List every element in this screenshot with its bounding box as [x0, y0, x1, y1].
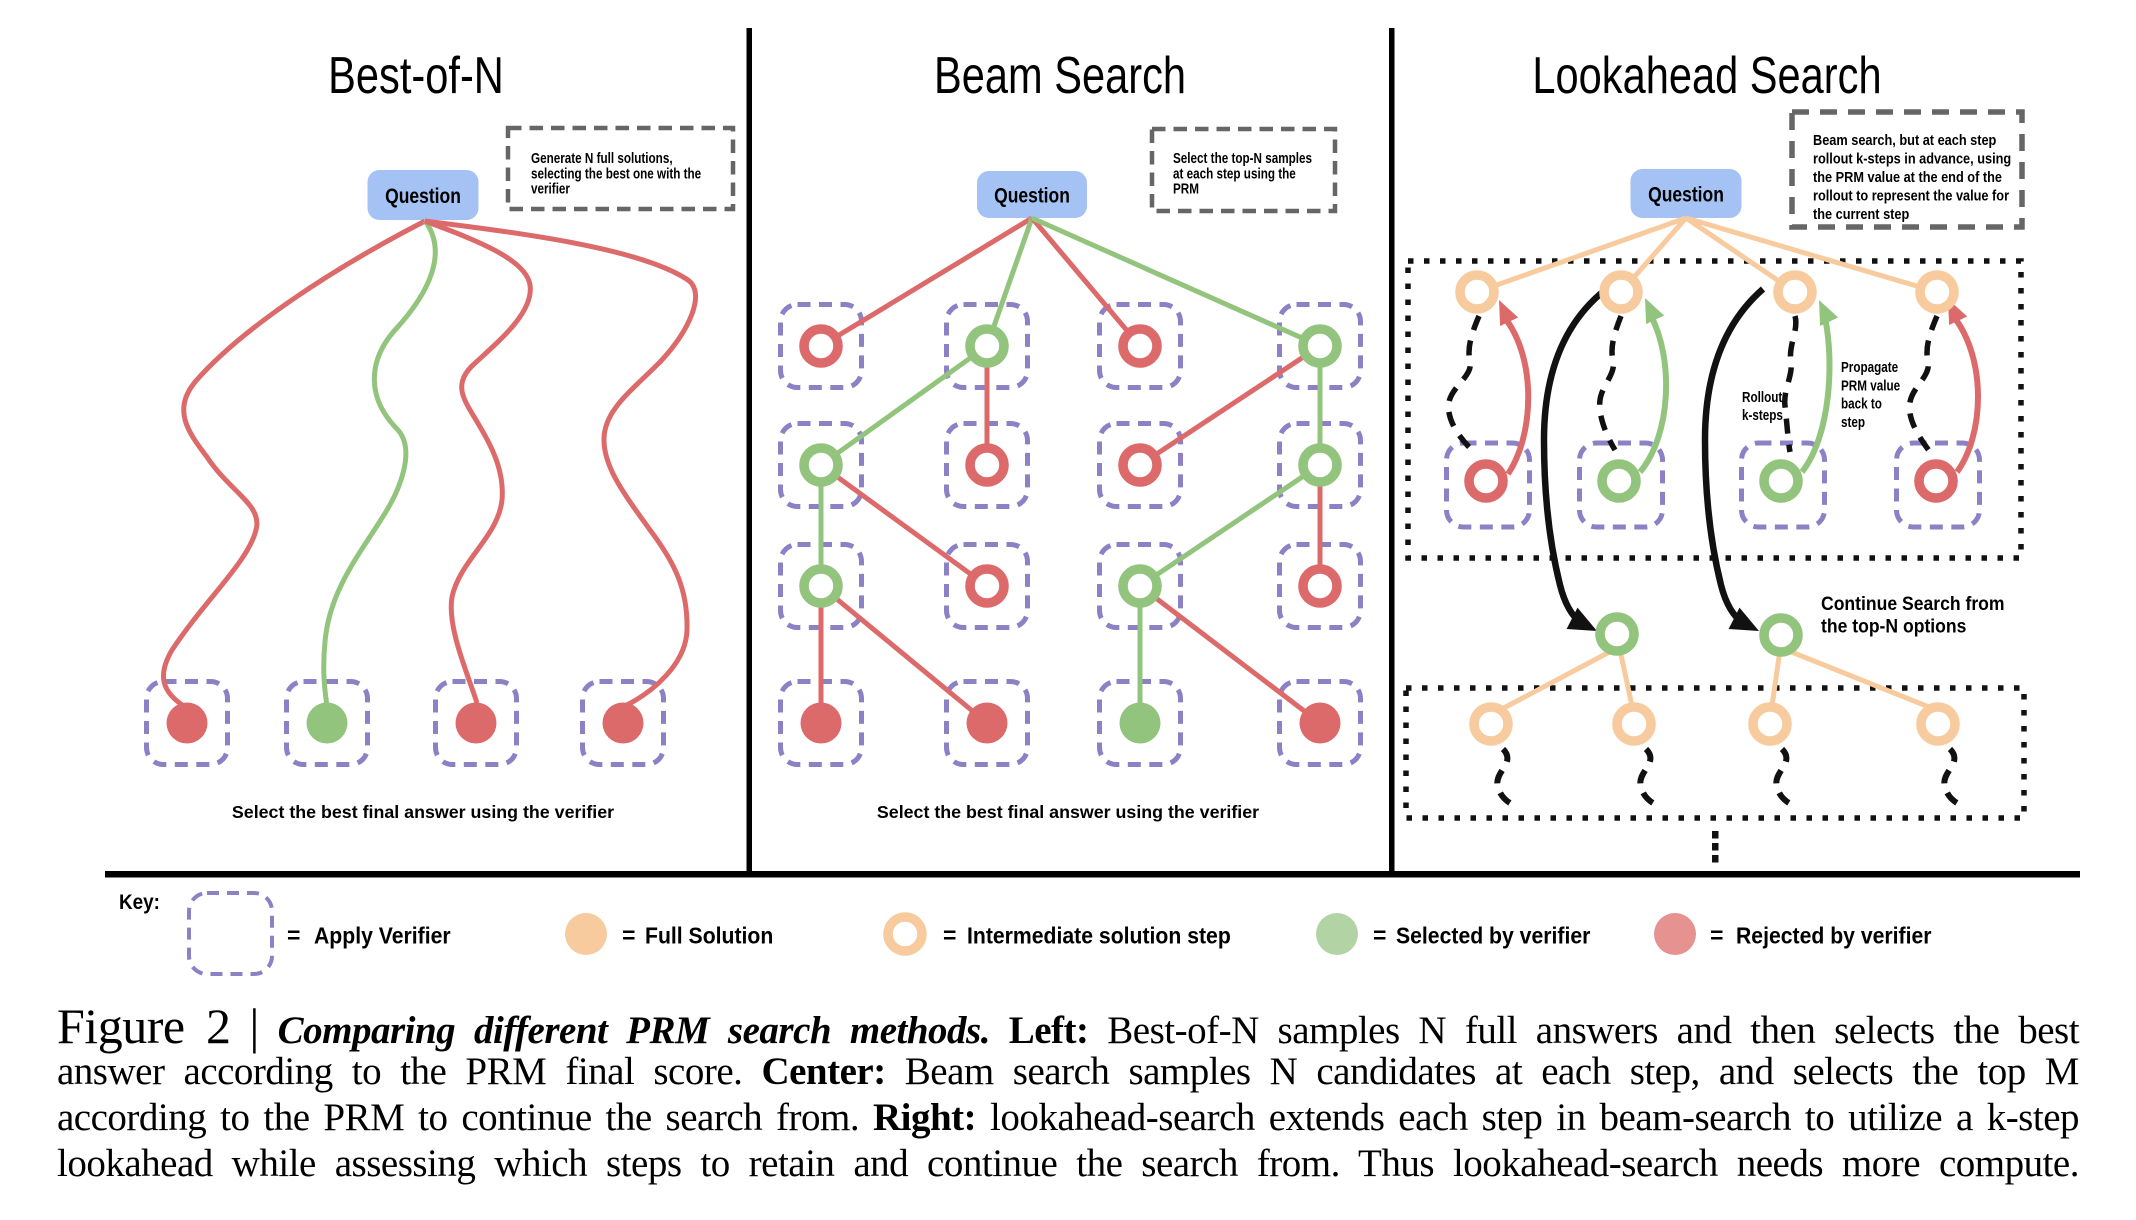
svg-text:rollout k-steps in advance, us: rollout k-steps in advance, using — [1813, 149, 2011, 166]
svg-text:rollout to represent the value: rollout to represent the value for — [1813, 186, 2010, 203]
svg-text:Question: Question — [1648, 183, 1724, 207]
svg-text:=: = — [1373, 922, 1386, 948]
svg-text:selecting the best one with th: selecting the best one with the — [531, 165, 702, 182]
svg-text:Full Solution: Full Solution — [645, 923, 773, 949]
svg-text:k-steps: k-steps — [1742, 407, 1783, 424]
svg-text:=: = — [943, 922, 956, 948]
svg-text:Select the best final answer u: Select the best final answer using the v… — [877, 802, 1259, 822]
svg-text:Best-of-N: Best-of-N — [328, 46, 504, 105]
svg-text:Question: Question — [994, 184, 1070, 208]
svg-text:the PRM value at the end of th: the PRM value at the end of the — [1813, 168, 2002, 185]
svg-text:PRM value: PRM value — [1841, 377, 1901, 394]
svg-text:Select the top-N samples: Select the top-N samples — [1173, 150, 1312, 167]
svg-text:Rejected by verifier: Rejected by verifier — [1736, 923, 1932, 949]
svg-text:the top-N options: the top-N options — [1821, 615, 1966, 637]
svg-text:Continue Search from: Continue Search from — [1821, 592, 2005, 614]
svg-text:Apply Verifier: Apply Verifier — [314, 923, 451, 949]
svg-text:verifier: verifier — [531, 180, 571, 197]
svg-text:Lookahead Search: Lookahead Search — [1532, 46, 1881, 105]
svg-text:the current step: the current step — [1813, 205, 1909, 222]
svg-text:step: step — [1841, 414, 1865, 431]
svg-text:Beam search, but at each step: Beam search, but at each step — [1813, 131, 1996, 148]
svg-text:=: = — [1710, 922, 1723, 948]
svg-text:Generate N full solutions,: Generate N full solutions, — [531, 150, 673, 167]
svg-text:at each step using the: at each step using the — [1173, 165, 1296, 182]
svg-text:Beam Search: Beam Search — [934, 46, 1186, 105]
svg-text:back to: back to — [1841, 395, 1882, 412]
svg-text:Selected by verifier: Selected by verifier — [1396, 923, 1591, 949]
svg-text:Rollout: Rollout — [1742, 389, 1783, 406]
svg-text:PRM: PRM — [1173, 180, 1199, 197]
svg-text:=: = — [287, 922, 300, 948]
svg-text:Propagate: Propagate — [1841, 359, 1899, 376]
svg-text:Question: Question — [385, 184, 461, 208]
svg-text:Intermediate solution step: Intermediate solution step — [967, 923, 1231, 949]
svg-text:=: = — [622, 922, 635, 948]
svg-text:Key:: Key: — [119, 891, 160, 914]
svg-text:Select the best final answer u: Select the best final answer using the v… — [232, 802, 614, 822]
